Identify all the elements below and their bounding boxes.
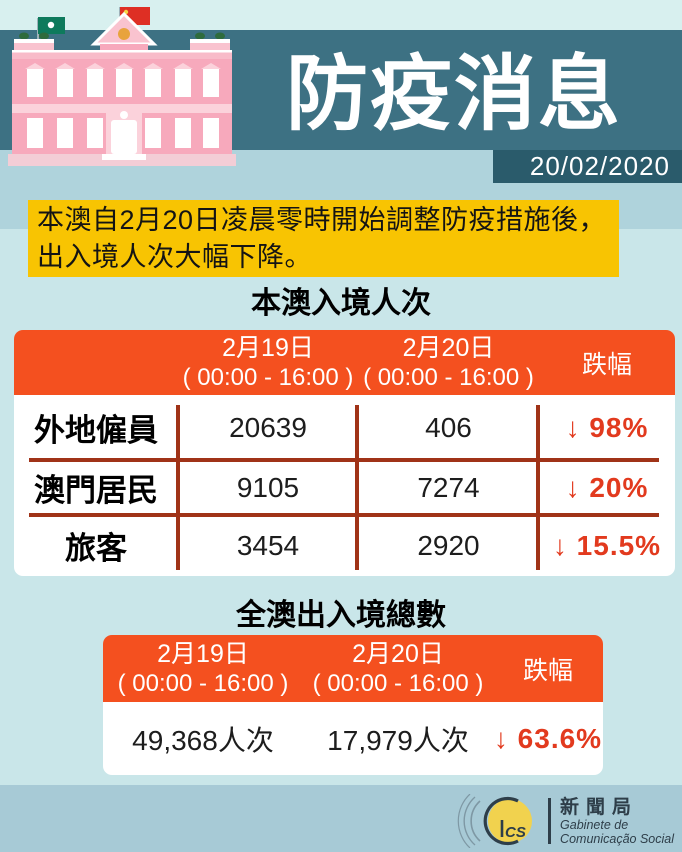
building-balustrade — [12, 50, 232, 59]
gcs-logo-icon: CS — [457, 794, 533, 848]
header-day1-time: ( 00:00 - 16:00 ) — [117, 669, 289, 697]
logo-name-zh: 新聞局 — [560, 796, 639, 818]
header-day2-date: 2月20日 — [352, 639, 444, 668]
notice-box: 本澳自2月20日凌晨零時開始調整防疫措施後， 出入境人次大幅下降。 — [28, 200, 619, 277]
notice-line-2: 出入境人次大幅下降。 — [37, 242, 312, 272]
building-lower-windows — [27, 118, 219, 148]
totals-table: 2月19日 ( 00:00 - 16:00 ) 2月20日 ( 00:00 - … — [103, 635, 603, 775]
header-day2: 2月20日 ( 00:00 - 16:00 ) — [358, 334, 539, 392]
header-day2: 2月20日 ( 00:00 - 16:00 ) — [303, 640, 493, 698]
date-badge: 20/02/2020 — [493, 150, 682, 183]
header-day1: 2月19日 ( 00:00 - 16:00 ) — [103, 640, 303, 698]
government-building-illustration — [8, 7, 236, 166]
cell-day1: 49,368人次 — [132, 724, 274, 756]
cell-day2: 7274 — [417, 471, 480, 503]
building-entrance — [106, 108, 142, 154]
cell-day1: 20639 — [229, 411, 307, 443]
macau-flag-icon — [38, 17, 65, 34]
building-steps — [102, 154, 146, 160]
header-day2-time: ( 00:00 - 16:00 ) — [363, 363, 534, 391]
page-title: 防疫消息 — [285, 46, 622, 142]
cell-day2: 406 — [425, 411, 472, 443]
logo-name-pt-line1: Gabinete de — [560, 817, 629, 832]
header-day2-time: ( 00:00 - 16:00 ) — [312, 669, 484, 697]
building-roofline — [12, 50, 232, 53]
header-day1-time: ( 00:00 - 16:00 ) — [182, 363, 354, 391]
cell-day2: 17,979人次 — [327, 724, 469, 756]
cell-day1: 3454 — [236, 529, 300, 561]
gcs-logo-acronym: CS — [505, 824, 526, 841]
arrivals-table-body: 外地僱員 20639 406 ↓ 98% 澳門居民 9105 7274 ↓ 20… — [14, 395, 675, 576]
header-day1-date: 2月19日 — [222, 333, 314, 362]
row-label: 外地僱員 — [34, 413, 158, 449]
building-upper-windows — [25, 63, 221, 97]
header-day2-date: 2月20日 — [402, 333, 495, 362]
table-divider-vertical — [176, 405, 180, 570]
arrivals-table: 2月19日 ( 00:00 - 16:00 ) 2月20日 ( 00:00 - … — [14, 330, 675, 576]
cell-drop: ↓ 20% — [565, 471, 649, 503]
logo-text: 新聞局 Gabinete de Comunicação Social — [560, 797, 674, 846]
header-drop: 跌幅 — [581, 350, 632, 379]
totals-table-header: 2月19日 ( 00:00 - 16:00 ) 2月20日 ( 00:00 - … — [103, 635, 603, 702]
table-divider-vertical — [355, 405, 359, 570]
logo-name-pt-line2: Comunicação Social — [560, 831, 674, 846]
totals-table-title: 全澳出入境總數 — [236, 598, 446, 633]
header-drop: 跌幅 — [522, 656, 573, 685]
table-divider-horizontal — [29, 458, 659, 462]
arrivals-table-header: 2月19日 ( 00:00 - 16:00 ) 2月20日 ( 00:00 - … — [14, 330, 675, 395]
table-divider-vertical — [536, 405, 540, 570]
table-divider-horizontal — [29, 513, 659, 517]
cell-day2: 2920 — [417, 529, 480, 561]
totals-table-body: 49,368人次 17,979人次 ↓ 63.6% — [103, 702, 603, 775]
cell-day1: 9105 — [236, 471, 300, 503]
cell-drop: ↓ 63.6% — [493, 722, 603, 754]
footer-band — [0, 785, 682, 852]
header-day1: 2月19日 ( 00:00 - 16:00 ) — [178, 334, 358, 392]
arrivals-table-title: 本澳入境人次 — [251, 286, 431, 321]
row-label: 旅客 — [65, 531, 127, 567]
notice-line-1: 本澳自2月20日凌晨零時開始調整防疫措施後， — [37, 205, 607, 235]
cell-drop: ↓ 98% — [565, 411, 649, 443]
logo-separator — [548, 798, 552, 844]
row-label: 澳門居民 — [34, 473, 158, 509]
header-day1-date: 2月19日 — [157, 639, 249, 668]
gcs-logo: CS 新聞局 Gabinete de Comunicação Social — [446, 794, 674, 848]
cell-drop: ↓ 15.5% — [552, 529, 662, 561]
